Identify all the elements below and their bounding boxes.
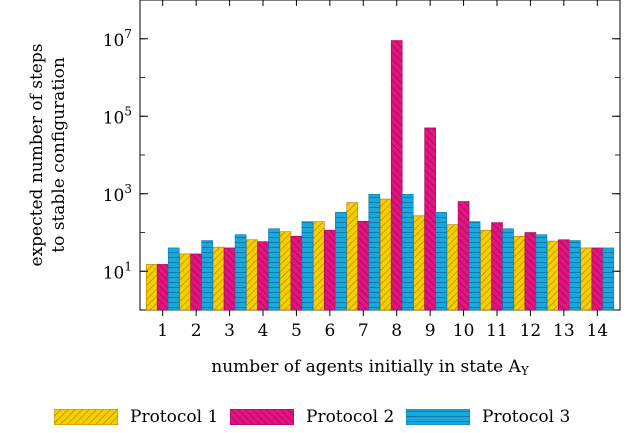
legend-swatch-protocol-1 [54,409,118,425]
x-tick-label-5: 5 [291,321,302,341]
x-tick-label-1: 1 [157,321,168,341]
legend: Protocol 1 Protocol 2 Protocol 3 [0,402,636,432]
x-tick-label-9: 9 [425,321,436,341]
bar-protocol-1-4 [246,239,258,311]
x-tick-label-8: 8 [391,321,402,341]
y-tick-label-7: 107 [103,27,132,51]
y-ticks: 101 103 105 107 [103,0,620,311]
x-tick-label-3: 3 [224,321,235,341]
x-tick-label-10: 10 [453,321,475,341]
x-tick-label-4: 4 [258,321,269,341]
bar-protocol-3-12 [535,234,548,311]
bar-protocol-3-14 [602,247,615,311]
bar-protocol-1-12 [513,235,526,311]
bar-protocol-3-5 [301,221,314,311]
bar-protocol-1-11 [480,229,492,311]
bar-protocol-1-2 [179,253,191,311]
bar-protocol-3-2 [201,240,213,311]
bar-protocol-2-9 [424,127,436,311]
bar-protocol-3-3 [234,234,247,311]
bar-protocol-1-14 [580,247,593,311]
legend-swatch-protocol-2 [230,409,294,425]
x-axis-label-subscript: Y [520,364,530,378]
x-tick-label-13: 13 [553,321,575,341]
bar-protocol-3-11 [502,228,514,311]
bar-protocol-2-14 [591,247,604,311]
bar-protocol-2-6 [324,229,336,311]
bar-protocol-3-13 [569,240,581,311]
x-axis-label: number of agents initially in state AY [211,357,530,378]
bar-protocol-3-1 [167,247,180,311]
bar-protocol-1-9 [413,215,425,311]
y-axis-label-line2: to stable configuration [49,57,69,253]
y-tick-label-1: 101 [103,259,132,283]
bar-protocol-2-1 [156,264,169,311]
bar-protocol-2-12 [524,232,537,311]
y-tick-label-3: 103 [103,182,132,206]
y-axis-label-line1: expected number of steps [27,44,47,267]
bar-protocol-2-7 [357,220,370,311]
legend-swatch-protocol-3 [406,409,470,425]
bar-protocol-1-6 [313,221,325,311]
bars-layer [145,40,615,311]
bar-protocol-3-9 [435,212,447,311]
bar-protocol-2-3 [223,247,236,311]
y-tick-label-5: 105 [103,104,132,128]
bar-protocol-2-13 [558,239,570,311]
x-tick-label-14: 14 [586,321,608,341]
bar-protocol-3-4 [268,228,280,311]
bar-protocol-2-8 [390,40,403,311]
legend-label-protocol-3: Protocol 3 [482,407,571,427]
legend-item-protocol-1: Protocol 1 [54,402,218,432]
bar-protocol-3-6 [335,212,347,311]
legend-item-protocol-3: Protocol 3 [406,402,570,432]
x-tick-label-11: 11 [486,321,508,341]
bar-protocol-2-11 [491,222,503,311]
bar-protocol-1-3 [212,246,225,311]
bar-protocol-1-13 [547,240,559,311]
legend-label-protocol-2: Protocol 2 [306,407,395,427]
x-ticks: 1 2 3 4 5 6 7 8 9 10 11 12 13 14 [157,0,608,341]
bar-protocol-2-2 [190,253,202,311]
legend-item-protocol-2: Protocol 2 [230,402,394,432]
x-tick-label-7: 7 [358,321,369,341]
bar-protocol-3-7 [368,193,381,311]
x-tick-label-6: 6 [324,321,335,341]
bar-protocol-1-8 [379,198,392,311]
bar-protocol-2-4 [257,241,269,311]
legend-label-protocol-1: Protocol 1 [130,407,219,427]
bar-protocol-2-5 [290,235,303,311]
bar-protocol-3-8 [401,193,414,311]
x-tick-label-2: 2 [191,321,202,341]
bar-protocol-2-10 [457,201,470,311]
bar-protocol-1-10 [446,224,459,311]
bar-protocol-1-5 [279,231,292,311]
bar-protocol-1-7 [346,202,359,311]
x-tick-label-12: 12 [520,321,542,341]
bar-protocol-3-10 [468,221,481,311]
